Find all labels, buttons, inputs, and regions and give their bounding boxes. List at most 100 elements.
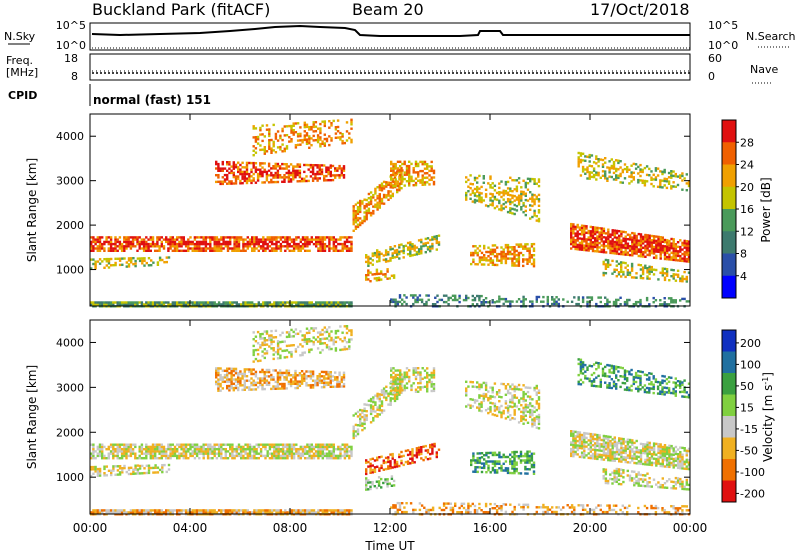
range-gate-cell — [339, 452, 342, 455]
range-gate-cell — [306, 236, 309, 239]
range-gate-cell — [314, 379, 317, 382]
range-gate-cell — [509, 194, 512, 197]
range-gate-cell — [131, 236, 135, 239]
range-gate-cell — [317, 457, 320, 460]
range-gate-cell — [127, 245, 130, 248]
range-gate-cell — [396, 169, 400, 172]
range-gate-cell — [326, 443, 329, 446]
range-gate-cell — [533, 200, 536, 204]
range-gate-cell — [572, 225, 575, 228]
range-gate-cell — [251, 249, 254, 252]
range-gate-cell — [515, 249, 518, 253]
range-gate-cell — [92, 509, 95, 512]
range-gate-cell — [118, 259, 122, 262]
range-gate-cell — [248, 161, 251, 165]
range-gate-cell — [581, 165, 585, 169]
range-gate-cell — [191, 445, 194, 449]
power-colorbar-label: Power [dB] — [759, 177, 773, 242]
range-gate-cell — [572, 245, 575, 248]
range-gate-cell — [650, 241, 654, 244]
range-gate-cell — [182, 450, 185, 453]
range-gate-cell — [209, 242, 212, 246]
range-gate-cell — [515, 260, 518, 263]
range-gate-cell — [292, 380, 295, 383]
range-gate-cell — [369, 200, 373, 203]
range-gate-cell — [283, 356, 286, 359]
range-gate-cell — [329, 377, 332, 380]
range-gate-cell — [96, 509, 99, 512]
range-gate-cell — [256, 353, 260, 356]
range-gate-cell — [94, 509, 97, 512]
range-gate-cell — [341, 443, 344, 446]
range-gate-cell — [228, 171, 231, 175]
range-gate-cell — [316, 134, 320, 137]
range-gate-cell — [428, 183, 431, 186]
range-gate-cell — [546, 298, 549, 301]
range-gate-cell — [648, 238, 651, 242]
range-gate-cell — [156, 236, 159, 239]
range-gate-cell — [112, 452, 115, 455]
range-gate-cell — [246, 240, 249, 244]
range-gate-cell — [256, 386, 260, 389]
range-gate-cell — [230, 382, 233, 385]
range-gate-cell — [279, 242, 283, 246]
range-gate-cell — [491, 186, 494, 189]
range-gate-cell — [388, 277, 391, 280]
range-gate-cell — [123, 511, 126, 514]
range-gate-cell — [288, 443, 291, 446]
range-gate-cell — [228, 367, 231, 370]
range-gate-cell — [334, 174, 337, 177]
range-gate-cell — [332, 301, 335, 304]
range-gate-cell — [226, 182, 229, 185]
range-gate-cell — [334, 132, 338, 135]
range-gate-cell — [513, 264, 516, 267]
range-gate-cell — [338, 167, 341, 170]
range-gate-cell — [118, 263, 122, 267]
range-gate-cell — [103, 474, 106, 477]
range-gate-cell — [306, 452, 309, 455]
range-gate-cell — [321, 457, 324, 460]
range-gate-cell — [145, 448, 148, 451]
range-gate-cell — [292, 454, 296, 458]
range-gate-cell — [187, 238, 190, 241]
range-gate-cell — [276, 162, 280, 166]
range-gate-cell — [161, 470, 164, 474]
range-gate-cell — [187, 450, 190, 453]
range-gate-cell — [502, 302, 505, 306]
range-gate-cell — [421, 160, 424, 164]
range-gate-cell — [110, 473, 113, 477]
range-gate-cell — [277, 240, 280, 244]
range-gate-cell — [230, 367, 233, 370]
range-gate-cell — [332, 457, 335, 460]
range-gate-cell — [254, 151, 258, 154]
range-gate-cell — [209, 450, 212, 453]
range-gate-cell — [273, 249, 276, 252]
range-gate-cell — [342, 373, 346, 377]
range-gate-cell — [410, 177, 413, 181]
range-gate-cell — [394, 300, 397, 304]
range-gate-cell — [337, 249, 340, 252]
range-gate-cell — [343, 457, 347, 460]
range-gate-cell — [243, 379, 246, 382]
range-gate-cell — [285, 145, 289, 148]
range-gate-cell — [314, 384, 317, 387]
range-gate-cell — [220, 457, 223, 460]
range-gate-cell — [281, 162, 284, 166]
range-gate-cell — [303, 130, 306, 133]
range-gate-cell — [575, 302, 578, 306]
range-gate-cell — [173, 303, 177, 306]
range-gate-cell — [101, 511, 104, 514]
range-gate-cell — [394, 298, 397, 301]
range-gate-cell — [222, 247, 225, 250]
range-gate-cell — [377, 272, 381, 275]
range-gate-cell — [237, 177, 240, 180]
range-gate-cell — [151, 245, 155, 248]
range-gate-cell — [620, 239, 623, 242]
range-gate-cell — [245, 161, 249, 165]
range-gate-cell — [500, 261, 503, 265]
range-gate-cell — [630, 269, 634, 272]
range-gate-cell — [165, 448, 168, 451]
range-gate-cell — [420, 298, 424, 301]
range-gate-cell — [272, 357, 275, 361]
range-gate-cell — [644, 236, 647, 239]
